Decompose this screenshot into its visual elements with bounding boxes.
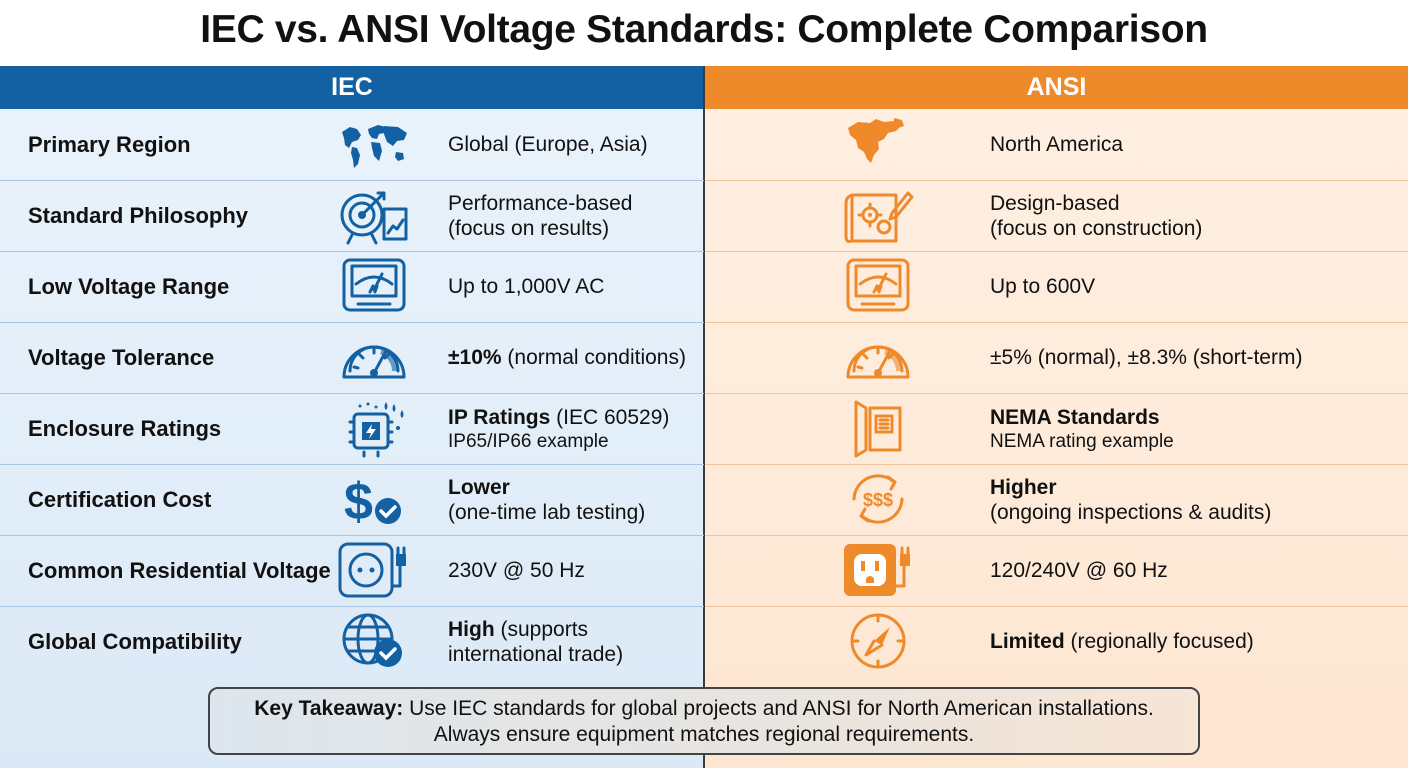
iec-value-common-residential-voltage: 230V @ 50 Hz [448,535,700,606]
ip-enclosure-icon [336,397,412,459]
svg-text:$: $ [344,473,373,529]
ansi-value-certification-cost: Higher (ongoing inspections & audits) [990,464,1400,535]
row-label-primary-region: Primary Region [28,131,191,157]
key-takeaway-box: Key Takeaway: Use IEC standards for glob… [208,687,1200,755]
target-chart-icon [336,184,412,246]
row-divider [0,251,704,252]
north-america-map-icon [840,113,916,175]
ansi-value-emphasis: Limited [990,630,1065,653]
iec-value-text: Performance-based [448,191,633,215]
iec-value-certification-cost: Lower (one-time lab testing) [448,464,700,535]
iec-value-emphasis: ±10% [448,346,502,369]
ansi-value-low-voltage-range: Up to 600V [990,251,1400,322]
row-label-global-compatibility: Global Compatibility [28,628,242,654]
row-divider [705,606,1408,607]
iec-value-detail: international trade) [448,642,624,666]
iec-value-global-compatibility: High (supports international trade) [448,606,700,677]
ansi-value-detail: (ongoing inspections & audits) [990,500,1272,524]
row-label-common-residential-voltage: Common Residential Voltage [28,557,331,583]
voltmeter-icon [840,255,916,317]
iec-value-text: Global (Europe, Asia) [448,133,648,156]
compass-icon [840,610,916,672]
iec-value-primary-region: Global (Europe, Asia) [448,109,700,180]
ansi-value-text: 120/240V @ 60 Hz [990,559,1168,582]
row-label-standard-philosophy: Standard Philosophy [28,202,249,228]
dollar-check-icon: $ [336,468,412,530]
ansi-value-emphasis: Higher [990,475,1057,499]
row-divider [705,180,1408,181]
row-divider [705,393,1408,394]
us-outlet-icon [840,539,916,601]
ansi-value-text: North America [990,133,1124,156]
iec-value-enclosure-ratings: IP Ratings (IEC 60529) IP65/IP66 example [448,393,700,464]
iec-value-detail: IP65/IP66 example [448,430,609,452]
iec-value-text: Up to 1,000V AC [448,275,605,298]
iec-value-emphasis: IP Ratings [448,405,551,429]
iec-column-header: IEC [0,66,704,109]
recurring-cost-icon: $$$ [840,468,916,530]
row-divider [0,606,704,607]
iec-value-emphasis: Lower [448,475,510,499]
row-divider [705,464,1408,465]
ansi-value-text: Up to 600V [990,275,1096,298]
ansi-value-voltage-tolerance: ±5% (normal), ±8.3% (short-term) [990,322,1400,393]
ansi-value-text: Design-based [990,191,1120,215]
ansi-value-global-compatibility: Limited (regionally focused) [990,606,1400,677]
world-map-icon [336,113,412,175]
row-divider [705,251,1408,252]
iec-value-text: 230V @ 50 Hz [448,559,585,582]
row-divider [705,535,1408,536]
ansi-value-detail: NEMA rating example [990,430,1174,452]
ansi-value-emphasis: NEMA Standards [990,405,1160,429]
takeaway-line-2: Always ensure equipment matches regional… [433,723,975,746]
ansi-value-enclosure-ratings: NEMA Standards NEMA rating example [990,393,1400,464]
blueprint-gears-icon [840,184,916,246]
iec-value-text: (normal conditions) [501,346,686,369]
ansi-value-standard-philosophy: Design-based (focus on construction) [990,180,1400,251]
row-divider [0,393,704,394]
ansi-value-common-residential-voltage: 120/240V @ 60 Hz [990,535,1400,606]
iec-value-text: (IEC 60529) [550,405,670,429]
eu-outlet-icon [336,539,412,601]
svg-text:$$$: $$$ [863,490,893,510]
iec-value-text: (supports [494,617,589,641]
iec-value-detail: (focus on results) [448,216,610,240]
iec-value-standard-philosophy: Performance-based (focus on results) [448,180,700,251]
row-label-enclosure-ratings: Enclosure Ratings [28,415,222,441]
ansi-value-text: (regionally focused) [1064,630,1254,653]
ansi-value-text: ±5% (normal), ±8.3% (short-term) [990,346,1303,369]
ansi-value-detail: (focus on construction) [990,216,1203,240]
ansi-value-primary-region: North America [990,109,1400,180]
row-divider [0,535,704,536]
iec-value-emphasis: High [448,617,495,641]
column-divider [703,66,705,768]
ansi-column-header: ANSI [705,66,1408,109]
row-divider [0,322,704,323]
globe-check-icon [336,610,412,672]
takeaway-line-1: Use IEC standards for global projects an… [403,697,1154,720]
row-divider [0,464,704,465]
ansi-panel [704,66,1408,768]
gauge-icon [840,326,916,388]
iec-value-voltage-tolerance: ±10% (normal conditions) [448,322,700,393]
row-divider [705,322,1408,323]
voltmeter-icon [336,255,412,317]
page-title: IEC vs. ANSI Voltage Standards: Complete… [200,8,1208,51]
iec-value-low-voltage-range: Up to 1,000V AC [448,251,700,322]
gauge-icon [336,326,412,388]
nema-enclosure-icon [840,397,916,459]
row-label-low-voltage-range: Low Voltage Range [28,273,230,299]
row-label-voltage-tolerance: Voltage Tolerance [28,344,215,370]
row-label-certification-cost: Certification Cost [28,486,212,512]
iec-value-detail: (one-time lab testing) [448,500,646,524]
row-divider [0,180,704,181]
takeaway-heading: Key Takeaway: [254,697,404,720]
